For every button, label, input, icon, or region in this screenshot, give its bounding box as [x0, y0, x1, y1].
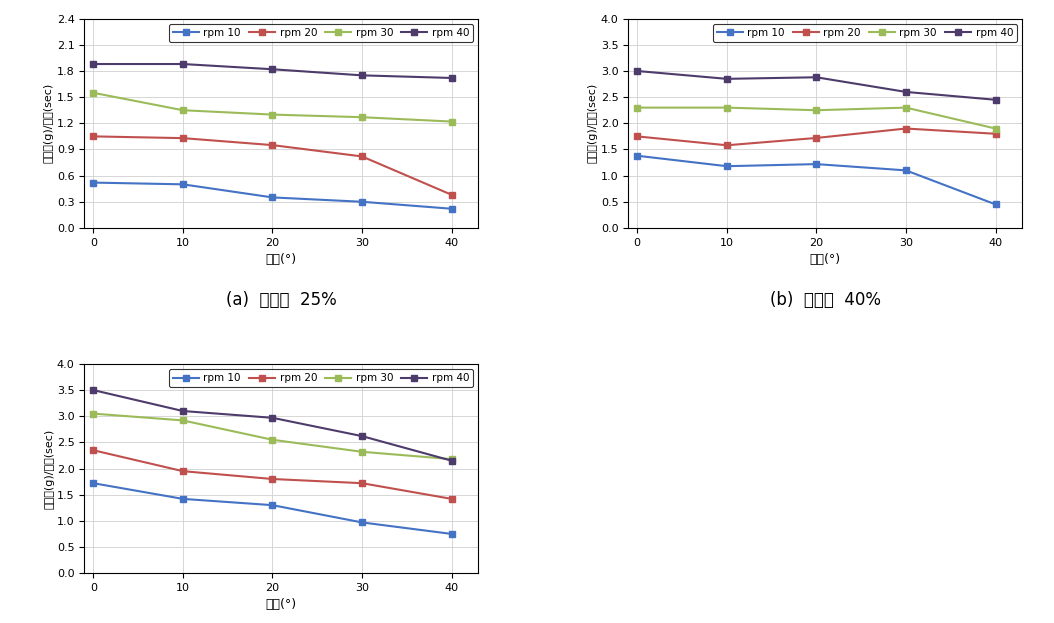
rpm 30: [721, 104, 734, 112]
X-axis label: 각도(°): 각도(°): [809, 253, 841, 266]
rpm 40: [631, 67, 644, 75]
rpm 10: [445, 530, 457, 538]
Text: (b)  함수비  40%: (b) 함수비 40%: [769, 291, 881, 308]
rpm 20: [355, 153, 368, 160]
rpm 10: [631, 152, 644, 159]
Line: rpm 30: rpm 30: [633, 104, 999, 132]
rpm 40: [900, 88, 913, 96]
rpm 10: [176, 495, 189, 503]
rpm 20: [266, 141, 278, 149]
rpm 40: [176, 60, 189, 68]
rpm 40: [266, 414, 278, 422]
Line: rpm 40: rpm 40: [633, 67, 999, 103]
rpm 40: [990, 96, 1002, 103]
rpm 40: [721, 75, 734, 83]
Line: rpm 10: rpm 10: [633, 152, 999, 208]
rpm 20: [86, 447, 99, 454]
rpm 30: [811, 107, 823, 114]
rpm 30: [990, 125, 1002, 132]
rpm 30: [86, 410, 99, 417]
rpm 40: [445, 74, 457, 82]
rpm 20: [811, 134, 823, 141]
Legend: rpm 10, rpm 20, rpm 30, rpm 40: rpm 10, rpm 20, rpm 30, rpm 40: [713, 24, 1017, 42]
rpm 10: [86, 480, 99, 487]
rpm 30: [176, 107, 189, 114]
rpm 30: [355, 113, 368, 121]
rpm 10: [990, 201, 1002, 208]
rpm 30: [445, 118, 457, 125]
rpm 10: [355, 519, 368, 526]
Line: rpm 10: rpm 10: [90, 480, 455, 538]
rpm 40: [811, 74, 823, 81]
Line: rpm 40: rpm 40: [90, 60, 455, 82]
rpm 20: [900, 125, 913, 132]
rpm 10: [811, 160, 823, 168]
rpm 20: [721, 141, 734, 149]
rpm 30: [266, 111, 278, 118]
rpm 40: [86, 386, 99, 394]
rpm 20: [176, 467, 189, 475]
rpm 10: [721, 163, 734, 170]
rpm 40: [355, 72, 368, 79]
Line: rpm 30: rpm 30: [90, 89, 455, 125]
rpm 20: [266, 475, 278, 483]
Legend: rpm 10, rpm 20, rpm 30, rpm 40: rpm 10, rpm 20, rpm 30, rpm 40: [169, 24, 473, 42]
Line: rpm 40: rpm 40: [90, 387, 455, 464]
rpm 10: [176, 181, 189, 188]
Line: rpm 10: rpm 10: [90, 179, 455, 212]
rpm 20: [445, 495, 457, 503]
rpm 20: [445, 191, 457, 199]
rpm 30: [445, 455, 457, 463]
rpm 20: [86, 133, 99, 140]
rpm 30: [355, 448, 368, 455]
rpm 20: [355, 480, 368, 487]
rpm 10: [86, 179, 99, 186]
rpm 30: [176, 417, 189, 424]
rpm 30: [86, 89, 99, 97]
rpm 20: [176, 135, 189, 142]
rpm 20: [990, 130, 1002, 138]
Line: rpm 20: rpm 20: [90, 447, 455, 502]
X-axis label: 각도(°): 각도(°): [266, 599, 297, 611]
rpm 40: [266, 65, 278, 73]
rpm 10: [900, 166, 913, 174]
Line: rpm 20: rpm 20: [633, 125, 999, 149]
rpm 20: [631, 133, 644, 140]
Text: (a)  함수비  25%: (a) 함수비 25%: [226, 291, 337, 308]
Legend: rpm 10, rpm 20, rpm 30, rpm 40: rpm 10, rpm 20, rpm 30, rpm 40: [169, 369, 473, 388]
Y-axis label: 버력량(g)/시간(sec): 버력량(g)/시간(sec): [44, 83, 54, 163]
rpm 40: [355, 432, 368, 440]
rpm 10: [266, 194, 278, 201]
rpm 40: [176, 407, 189, 415]
Line: rpm 30: rpm 30: [90, 410, 455, 463]
rpm 40: [445, 457, 457, 464]
Y-axis label: 버력량(g)/시간(sec): 버력량(g)/시간(sec): [588, 83, 598, 163]
rpm 10: [445, 205, 457, 212]
rpm 10: [355, 198, 368, 206]
Line: rpm 20: rpm 20: [90, 133, 455, 198]
X-axis label: 각도(°): 각도(°): [266, 253, 297, 266]
rpm 30: [266, 436, 278, 444]
rpm 30: [631, 104, 644, 112]
rpm 10: [266, 502, 278, 509]
Y-axis label: 버력량(g)/시간(sec): 버력량(g)/시간(sec): [44, 429, 54, 508]
rpm 40: [86, 60, 99, 68]
rpm 30: [900, 104, 913, 112]
